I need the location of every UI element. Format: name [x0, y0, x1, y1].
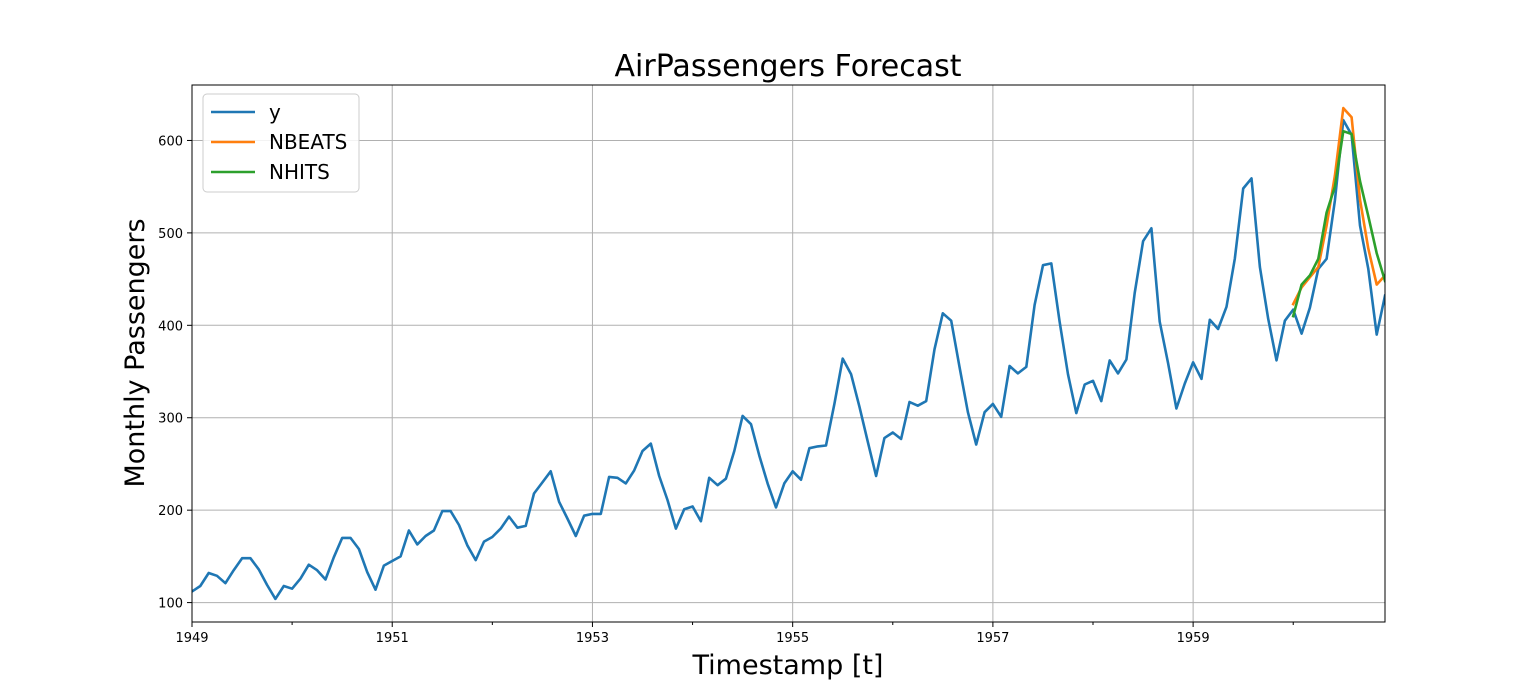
y-tick-label: 100	[158, 597, 183, 612]
x-tick-label: 1957	[976, 631, 1009, 646]
y-axis-label: Monthly Passengers	[120, 218, 151, 487]
chart-title: AirPassengers Forecast	[615, 49, 962, 84]
y-tick-label: 300	[158, 412, 183, 427]
series-line-y	[192, 118, 1385, 601]
legend-box	[202, 93, 360, 193]
series-line-nhits	[1291, 129, 1385, 318]
legend-label-nhits: NHITS	[269, 160, 330, 184]
y-tick-label: 600	[158, 134, 183, 149]
x-tick-label: 1951	[376, 631, 409, 646]
x-tick-label: 1955	[776, 631, 809, 646]
series-group	[192, 106, 1385, 601]
x-axis: 1949 1951 1953 1955 1957 1959	[175, 622, 1294, 646]
x-tick-label: 1949	[175, 631, 208, 646]
y-tick-label: 200	[158, 504, 183, 519]
y-tick-label: 500	[158, 227, 183, 242]
legend-label-nbeats: NBEATS	[269, 130, 347, 154]
plot-frame	[191, 84, 1386, 623]
x-axis-label: Timestamp [t]	[692, 650, 884, 681]
y-axis: 100 200 300 400 500 600	[158, 134, 192, 612]
grid	[191, 85, 1385, 622]
legend: y NBEATS NHITS	[202, 93, 360, 193]
plot-background	[192, 85, 1385, 622]
y-tick-label: 400	[158, 319, 183, 334]
legend-label-y: y	[269, 100, 281, 124]
x-tick-label: 1959	[1177, 631, 1210, 646]
x-tick-label: 1953	[576, 631, 609, 646]
series-line-nbeats	[1291, 106, 1385, 306]
series-layer	[192, 106, 1385, 601]
